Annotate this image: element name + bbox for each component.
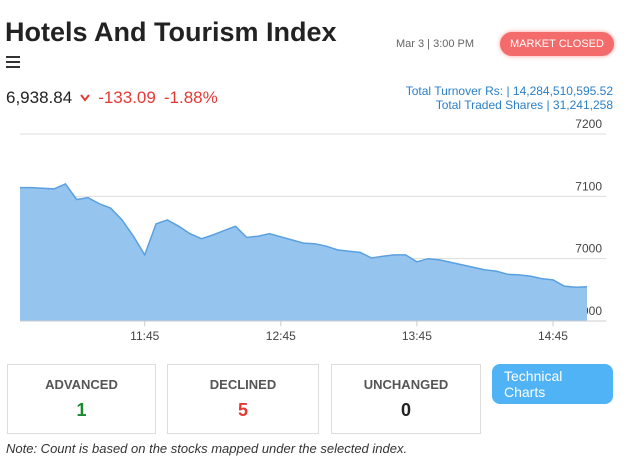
stat-value: 1 bbox=[76, 400, 87, 420]
index-value: 6,938.84 bbox=[6, 88, 73, 107]
quote-row: 6,938.84 -133.09 -1.88% bbox=[6, 88, 218, 108]
stat-box: ADVANCED 1 bbox=[7, 364, 156, 434]
note: Note: Count is based on the stocks mappe… bbox=[6, 441, 408, 456]
stat-value: 0 bbox=[400, 400, 411, 420]
turnover: Total Turnover Rs: | 14,284,510,595.52 bbox=[405, 84, 613, 98]
stat-label: ADVANCED bbox=[45, 377, 118, 392]
area-line bbox=[20, 182, 588, 289]
date-time: Mar 3 | 3:00 PM bbox=[396, 38, 475, 50]
down-chevron bbox=[80, 94, 90, 102]
x-tick-label: 12:45 bbox=[266, 329, 296, 343]
menu-icon[interactable] bbox=[6, 56, 20, 68]
x-tick-label: 13:45 bbox=[402, 329, 432, 343]
change-percent: -1.88% bbox=[163, 88, 218, 107]
y-tick-label: 7200 bbox=[575, 118, 602, 131]
stat-label: DECLINED bbox=[209, 377, 277, 392]
stat-box: UNCHANGED 0 bbox=[331, 364, 481, 434]
stat-label: UNCHANGED bbox=[363, 377, 449, 392]
index-title: Hotels And Tourism Index bbox=[5, 17, 337, 47]
x-tick-label: 11:45 bbox=[130, 329, 159, 343]
traded-shares: Total Traded Shares | 31,241,258 bbox=[435, 98, 613, 112]
change: -133.09 bbox=[98, 88, 156, 107]
stat-box: DECLINED 5 bbox=[167, 364, 319, 434]
y-tick-label: 7100 bbox=[575, 179, 602, 193]
x-tick-label: 14:45 bbox=[538, 329, 568, 343]
area bbox=[20, 183, 587, 321]
y-tick-label: 7000 bbox=[575, 242, 602, 256]
market-status: MARKET CLOSED bbox=[500, 32, 614, 56]
technical-charts-button[interactable]: Technical Charts bbox=[492, 364, 613, 404]
stat-value: 5 bbox=[237, 400, 248, 420]
